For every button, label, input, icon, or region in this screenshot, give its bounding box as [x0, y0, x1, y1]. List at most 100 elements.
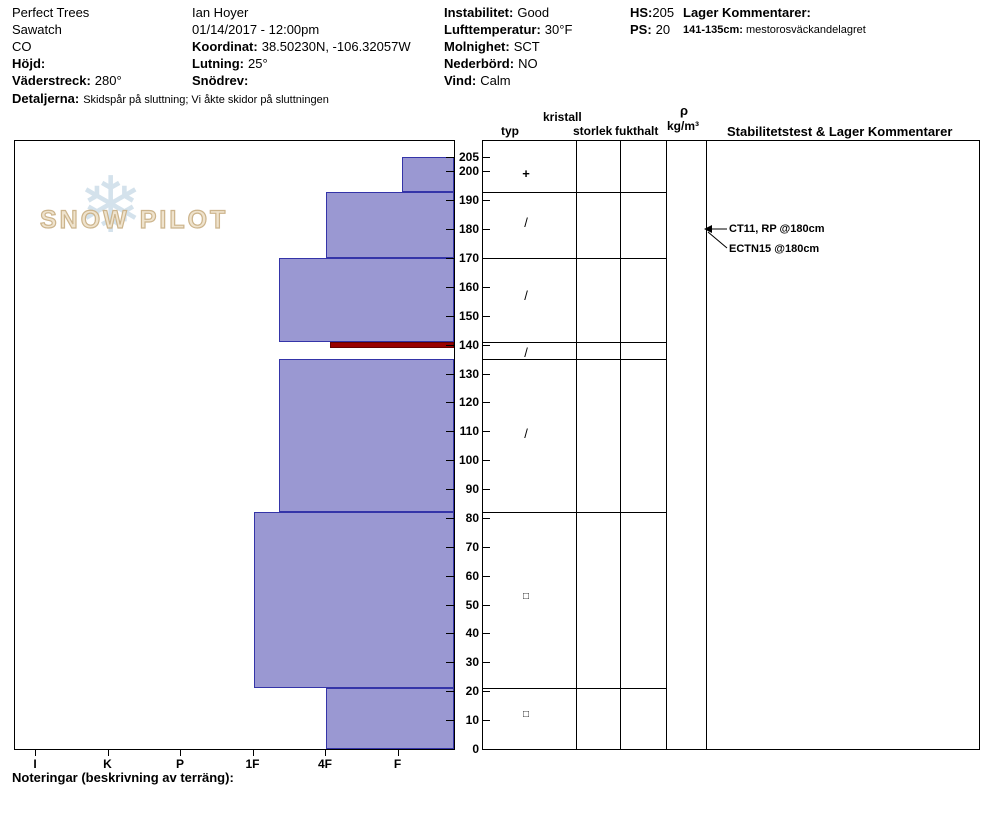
ps-row: PS: 20 [630, 22, 670, 37]
layer-comment-entry: 141-135cm: mestorosväckandelagret [683, 24, 866, 36]
layer-boundary-line [483, 359, 666, 361]
depth-tick-label: 40 [465, 626, 479, 641]
depth-tick-label: 100 [458, 453, 479, 468]
layer-comments-title: Lager Kommentarer: [683, 5, 811, 20]
depth-tick-mark [446, 229, 454, 231]
sky-cover-row: Molnighet: SCT [444, 39, 540, 54]
column-divider [576, 141, 577, 749]
snow-layer-bar-flagged [329, 341, 454, 348]
depth-tick-mark [483, 633, 490, 635]
hs-value: 205 [652, 5, 675, 20]
sky-cover-value: SCT [513, 39, 540, 54]
hardness-tick-mark [180, 750, 181, 756]
air-temp-row: Lufttemperatur: 30°F [444, 22, 572, 37]
instability-value: Good [517, 5, 550, 20]
grain-type-symbol: / [524, 345, 528, 361]
depth-tick-mark [483, 373, 490, 375]
depth-tick-label: 30 [465, 655, 479, 670]
depth-tick-label: 10 [465, 713, 479, 728]
snow-layer-bar [326, 688, 454, 749]
depth-tick-mark [446, 344, 454, 346]
depth-tick-mark [446, 517, 454, 519]
column-divider [620, 141, 621, 749]
depth-tick-mark [483, 749, 490, 750]
grain-symbol-grid: + / / / / □ □ [482, 140, 667, 750]
depth-tick-mark [483, 431, 490, 433]
layer-boundary-line [483, 688, 666, 690]
depth-tick-label: 110 [459, 424, 479, 439]
aspect-value: 280° [94, 73, 122, 88]
hardness-tick-mark [325, 750, 326, 756]
depth-tick-mark [483, 691, 490, 693]
depth-tick-mark [446, 373, 454, 375]
layer-boundary-line [483, 341, 666, 343]
coordinates-label: Koordinat: [192, 39, 258, 54]
precip-label: Nederbörd: [444, 56, 515, 71]
ps-label: PS: [630, 22, 652, 37]
grain-type-symbol: □ [522, 590, 530, 602]
depth-tick-label: 90 [465, 482, 479, 497]
column-header-fukthalt: fukthalt [615, 124, 659, 138]
slope-angle-label: Lutning: [192, 56, 244, 71]
site-name: Perfect Trees [12, 5, 90, 20]
depth-tick-mark [483, 229, 490, 231]
precip-value: NO [518, 56, 538, 71]
depth-tick-mark [483, 662, 490, 664]
aspect-label: Väderstreck: [12, 73, 91, 88]
grain-type-symbol: □ [522, 709, 530, 721]
depth-tick-mark [446, 633, 454, 635]
grain-type-symbol: / [524, 426, 528, 442]
column-header-typ: typ [501, 124, 519, 138]
depth-tick-label: 50 [465, 597, 479, 612]
depth-tick-mark [446, 720, 454, 722]
layer-comment-text: mestorosväckandelagret [745, 24, 866, 36]
hs-label: HS: [630, 5, 653, 20]
hardness-axis: I K P 1F 4F F [14, 750, 455, 776]
hardness-tick-mark [107, 750, 109, 756]
depth-tick-label: 150 [458, 308, 479, 323]
hardness-tick-label: K [103, 757, 112, 771]
column-header-stability: Stabilitetstest & Lager Kommentarer [727, 124, 953, 139]
snow-layer-bar [278, 359, 454, 513]
snow-layer-bar [402, 157, 454, 192]
depth-tick-mark [446, 431, 454, 433]
column-header-kristall: kristall [543, 110, 582, 124]
depth-tick-mark [483, 171, 490, 173]
depth-tick-mark [446, 315, 454, 317]
hardness-tick-label: I [33, 757, 37, 771]
coordinates-value: 38.50230N, -106.32057W [261, 39, 411, 54]
observation-datetime: 01/14/2017 - 12:00pm [192, 22, 320, 37]
depth-tick-mark [446, 286, 454, 288]
depth-tick-label: 190 [458, 193, 479, 208]
depth-tick-mark [483, 344, 490, 346]
instability-row: Instabilitet: Good [444, 5, 549, 20]
depth-tick-mark [446, 662, 454, 664]
slope-angle-value: 25° [247, 56, 268, 71]
depth-tick-mark [483, 157, 490, 158]
stability-test-ectn: ECTN15 @180cm [729, 243, 820, 255]
air-temp-value: 30°F [544, 22, 573, 37]
depth-tick-label: 140 [458, 337, 479, 352]
wind-value: Calm [480, 73, 511, 88]
depth-tick-label: 60 [465, 568, 479, 583]
density-column [666, 140, 707, 750]
stability-test-connector-lines [704, 225, 728, 249]
depth-tick-mark [483, 517, 490, 519]
depth-tick-mark [446, 200, 454, 202]
slope-angle-row: Lutning: 25° [192, 56, 268, 71]
notes-heading: Noteringar (beskrivning av terräng): [12, 770, 234, 785]
hardness-tick-mark [252, 750, 254, 756]
depth-tick-mark [483, 489, 490, 491]
details-label: Detaljerna: [12, 91, 80, 106]
hardness-tick-label: F [393, 757, 402, 771]
snow-layer-bar [326, 191, 454, 259]
hardness-tick-mark [397, 750, 399, 756]
column-header-storlek: storlek [573, 124, 613, 138]
depth-tick-mark [446, 171, 454, 173]
column-header-density-symbol: ρ [680, 103, 689, 118]
sky-cover-label: Molnighet: [444, 39, 510, 54]
grain-type-symbol: / [524, 287, 528, 303]
aspect-row: Väderstreck: 280° [12, 73, 122, 88]
depth-tick-mark [446, 460, 454, 462]
